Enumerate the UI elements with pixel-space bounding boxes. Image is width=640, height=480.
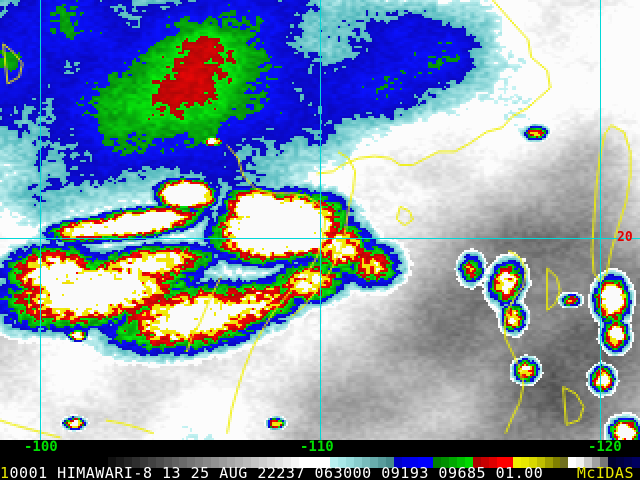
mcidas-brand-label: McIDAS — [576, 464, 634, 480]
color-bar-segment — [520, 457, 529, 468]
color-bar-segment — [449, 457, 458, 468]
frame-number-label: 1 — [0, 464, 10, 480]
latitude-gridline — [0, 238, 640, 239]
color-bar-segment — [266, 457, 275, 468]
longitude-label: -120 — [588, 439, 622, 455]
color-bar-segment — [362, 457, 370, 468]
color-bar-segment — [528, 457, 537, 468]
color-bar-segment — [258, 457, 267, 468]
color-bar-segment — [631, 457, 640, 468]
color-bar-segment — [314, 457, 323, 468]
color-bar-segment — [139, 457, 148, 468]
color-bar-segment — [592, 457, 601, 468]
color-bar-segment — [369, 457, 378, 468]
color-bar-segment — [496, 457, 505, 468]
color-bar-segment — [608, 457, 616, 468]
color-bar-segment — [504, 457, 513, 468]
color-bar-segment — [346, 457, 355, 468]
color-bar-segment — [354, 457, 362, 468]
color-bar-segment — [290, 457, 299, 468]
longitude-label: -110 — [300, 439, 334, 455]
color-bar-segment — [425, 457, 434, 468]
color-bar-segment — [155, 457, 164, 468]
color-bar-segment — [250, 457, 259, 468]
color-bar-segment — [211, 457, 220, 468]
color-bar-segment — [282, 457, 291, 468]
color-enhancement-bar[interactable] — [108, 457, 640, 468]
color-bar-segment — [274, 457, 283, 468]
color-bar-segment — [512, 457, 521, 468]
bottom-info-band: -100 -110 -120 10001 HIMAWARI-8 13 25 AUG … — [0, 440, 640, 480]
color-bar-segment — [227, 457, 235, 468]
color-bar-segment — [179, 457, 188, 468]
color-bar-segment — [203, 457, 212, 468]
latitude-label: 20 — [617, 230, 633, 245]
color-bar-segment — [298, 457, 307, 468]
color-bar-segment — [322, 457, 331, 468]
color-bar-segment — [560, 457, 569, 468]
color-bar-segment — [409, 457, 418, 468]
color-bar-segment — [235, 457, 243, 468]
color-bar-segment — [465, 457, 474, 468]
satellite-image-pane[interactable]: 20 — [0, 0, 640, 440]
color-bar-segment — [330, 457, 339, 468]
status-line: 10001 HIMAWARI-8 13 25 AUG 22237 063000 … — [0, 466, 640, 480]
color-bar-segment — [377, 457, 386, 468]
color-bar-segment — [195, 457, 204, 468]
color-bar-segment — [623, 457, 632, 468]
color-bar-segment — [401, 457, 410, 468]
color-bar-segment — [489, 457, 497, 468]
color-bar-segment — [123, 457, 132, 468]
longitude-label: -100 — [24, 439, 58, 455]
color-bar-segment — [441, 457, 450, 468]
color-bar-segment — [568, 457, 577, 468]
color-bar-segment — [385, 457, 394, 468]
color-bar-segment — [187, 457, 196, 468]
color-bar-segment — [417, 457, 426, 468]
color-bar-segment — [600, 457, 609, 468]
color-bar-segment — [115, 457, 124, 468]
longitude-gridline — [600, 0, 601, 440]
color-bar-segment — [306, 457, 315, 468]
color-bar-segment — [171, 457, 180, 468]
longitude-gridline — [40, 0, 41, 440]
longitude-gridline — [320, 0, 321, 440]
color-bar-segment — [242, 457, 251, 468]
color-bar-segment — [536, 457, 545, 468]
color-bar-segment — [481, 457, 489, 468]
color-bar-segment — [544, 457, 553, 468]
color-bar-segment — [131, 457, 140, 468]
color-bar-segment — [457, 457, 466, 468]
color-bar-segment — [108, 457, 116, 468]
color-bar-segment — [219, 457, 228, 468]
color-bar-segment — [147, 457, 156, 468]
color-bar-segment — [338, 457, 347, 468]
color-bar-segment — [552, 457, 561, 468]
color-bar-segment — [473, 457, 482, 468]
color-bar-segment — [616, 457, 624, 468]
color-bar-segment — [433, 457, 442, 468]
color-bar-segment — [163, 457, 172, 468]
color-bar-segment — [393, 457, 402, 468]
satellite-status-text: 0001 HIMAWARI-8 13 25 AUG 22237 063000 0… — [9, 464, 544, 480]
color-bar-segment — [576, 457, 585, 468]
color-bar-segment — [584, 457, 593, 468]
